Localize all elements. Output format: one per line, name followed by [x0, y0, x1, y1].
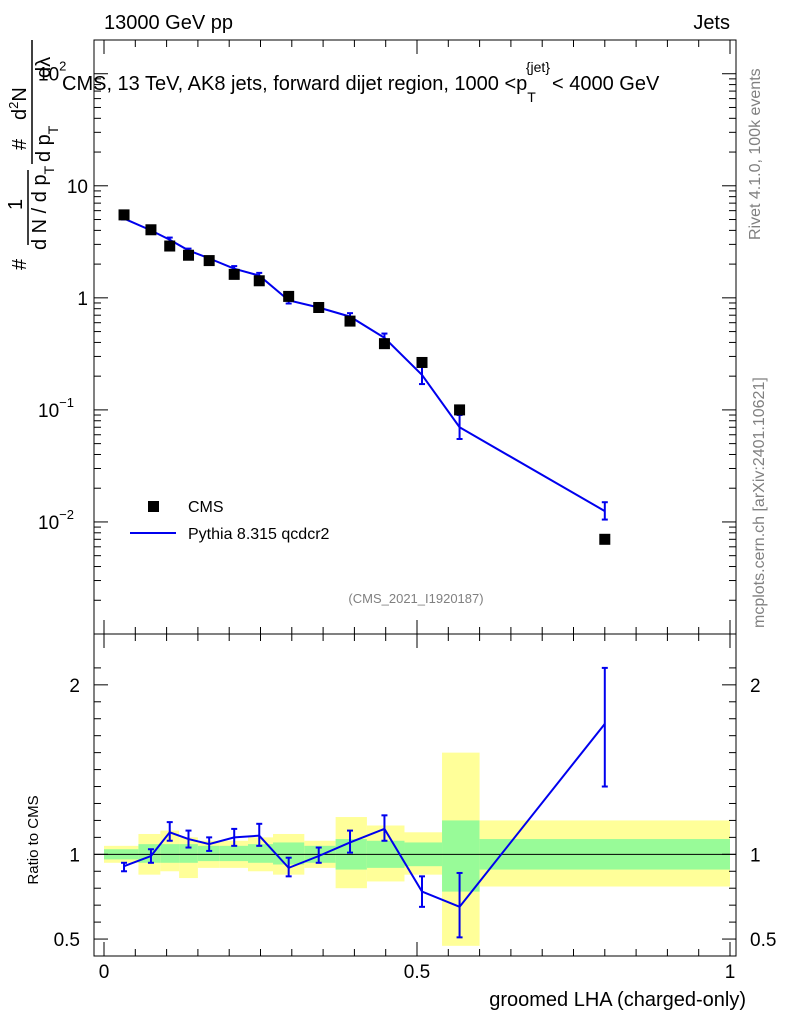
legend: CMS Pythia 8.315 qcdcr2: [130, 499, 330, 543]
ratio-y-label-left: 1: [69, 845, 80, 866]
main-ylabel: # 1 d N / d pT # d2N d pT dλ: [5, 40, 61, 270]
y-tick-label: 1: [77, 289, 88, 310]
main-y-ticks: 10−2 10−1 1 10 102: [38, 39, 736, 635]
ratio-y-label-right: 0.5: [750, 930, 776, 951]
uncertainty-bands: [104, 752, 730, 946]
cms-point: [203, 255, 215, 267]
ratio-y-label-right: 1: [750, 845, 761, 866]
main-frame: [93, 39, 737, 635]
ratio-mc-series: [121, 666, 608, 939]
y-tick-label: 10−1: [38, 395, 74, 422]
rivet-label: Rivet 4.1.0, 100k events: [747, 68, 764, 240]
cms-point: [599, 533, 611, 545]
plot-title: CMS, 13 TeV, AK8 jets, forward dijet reg…: [62, 59, 660, 105]
svg-text:#: #: [9, 258, 31, 270]
cms-point: [344, 315, 356, 327]
inner-band: [197, 845, 220, 862]
y-tick-label: 102: [38, 59, 66, 86]
cms-point: [454, 404, 466, 416]
svg-text:1: 1: [5, 199, 27, 210]
inner-band: [219, 845, 248, 862]
ratio-y-label-left: 2: [69, 676, 80, 697]
ratio-y-label-left: 0.5: [54, 930, 80, 951]
svg-text:d2N: d2N: [6, 87, 31, 120]
cms-point: [228, 268, 240, 280]
svg-text:dλ: dλ: [33, 57, 55, 78]
legend-cms-marker: [148, 501, 159, 512]
ratio-frame: [93, 633, 737, 957]
y-tick-label: 10: [67, 177, 88, 198]
main-x-ticks: [103, 40, 731, 634]
ratio-line: [123, 723, 606, 909]
y-tick-label: 10−2: [38, 507, 74, 534]
inner-band: [442, 820, 480, 892]
cms-point: [283, 290, 295, 302]
analysis-id: (CMS_2021_I1920187): [348, 591, 483, 606]
inner-band: [160, 844, 180, 863]
beam-label: 13000 GeV pp: [104, 12, 233, 34]
x-axis-label: groomed LHA (charged-only): [489, 989, 746, 1011]
inner-band: [247, 844, 274, 863]
cms-point: [416, 356, 428, 368]
cms-point: [145, 224, 157, 236]
legend-mc-label: Pythia 8.315 qcdcr2: [188, 526, 330, 543]
ratio-ylabel: Ratio to CMS: [25, 795, 42, 884]
mc-line: [123, 217, 606, 512]
cms-point: [183, 249, 195, 261]
svg-text:d pT: d pT: [33, 125, 61, 162]
main-panel: 10−2 10−1 1 10 102 (CMS_2021_I1920187): [38, 39, 737, 635]
mcplots-label: mcplots.cern.ch [arXiv:2401.10621]: [751, 377, 768, 628]
inner-band: [179, 844, 198, 863]
cms-point: [164, 240, 176, 252]
legend-cms-label: CMS: [188, 499, 224, 516]
mc-series: [121, 216, 608, 521]
cms-point: [253, 275, 265, 287]
svg-text:#: #: [9, 138, 31, 150]
ratio-panel: 0.5 0.5 1 1 2 2 0 0.5 1: [54, 633, 776, 983]
ratio-y-label-right: 2: [750, 676, 761, 697]
svg-text:d N / d pT: d N / d pT: [29, 165, 57, 250]
cms-series: [118, 209, 611, 545]
process-label: Jets: [693, 12, 730, 34]
ratio-ticks: 0.5 0.5 1 1 2 2 0 0.5 1: [54, 634, 776, 983]
cms-point: [118, 209, 130, 221]
x-tick-label: 0: [99, 962, 110, 983]
cms-point: [378, 338, 390, 350]
x-tick-label: 1: [725, 962, 736, 983]
cms-point: [313, 301, 325, 313]
x-tick-label: 0.5: [404, 962, 430, 983]
